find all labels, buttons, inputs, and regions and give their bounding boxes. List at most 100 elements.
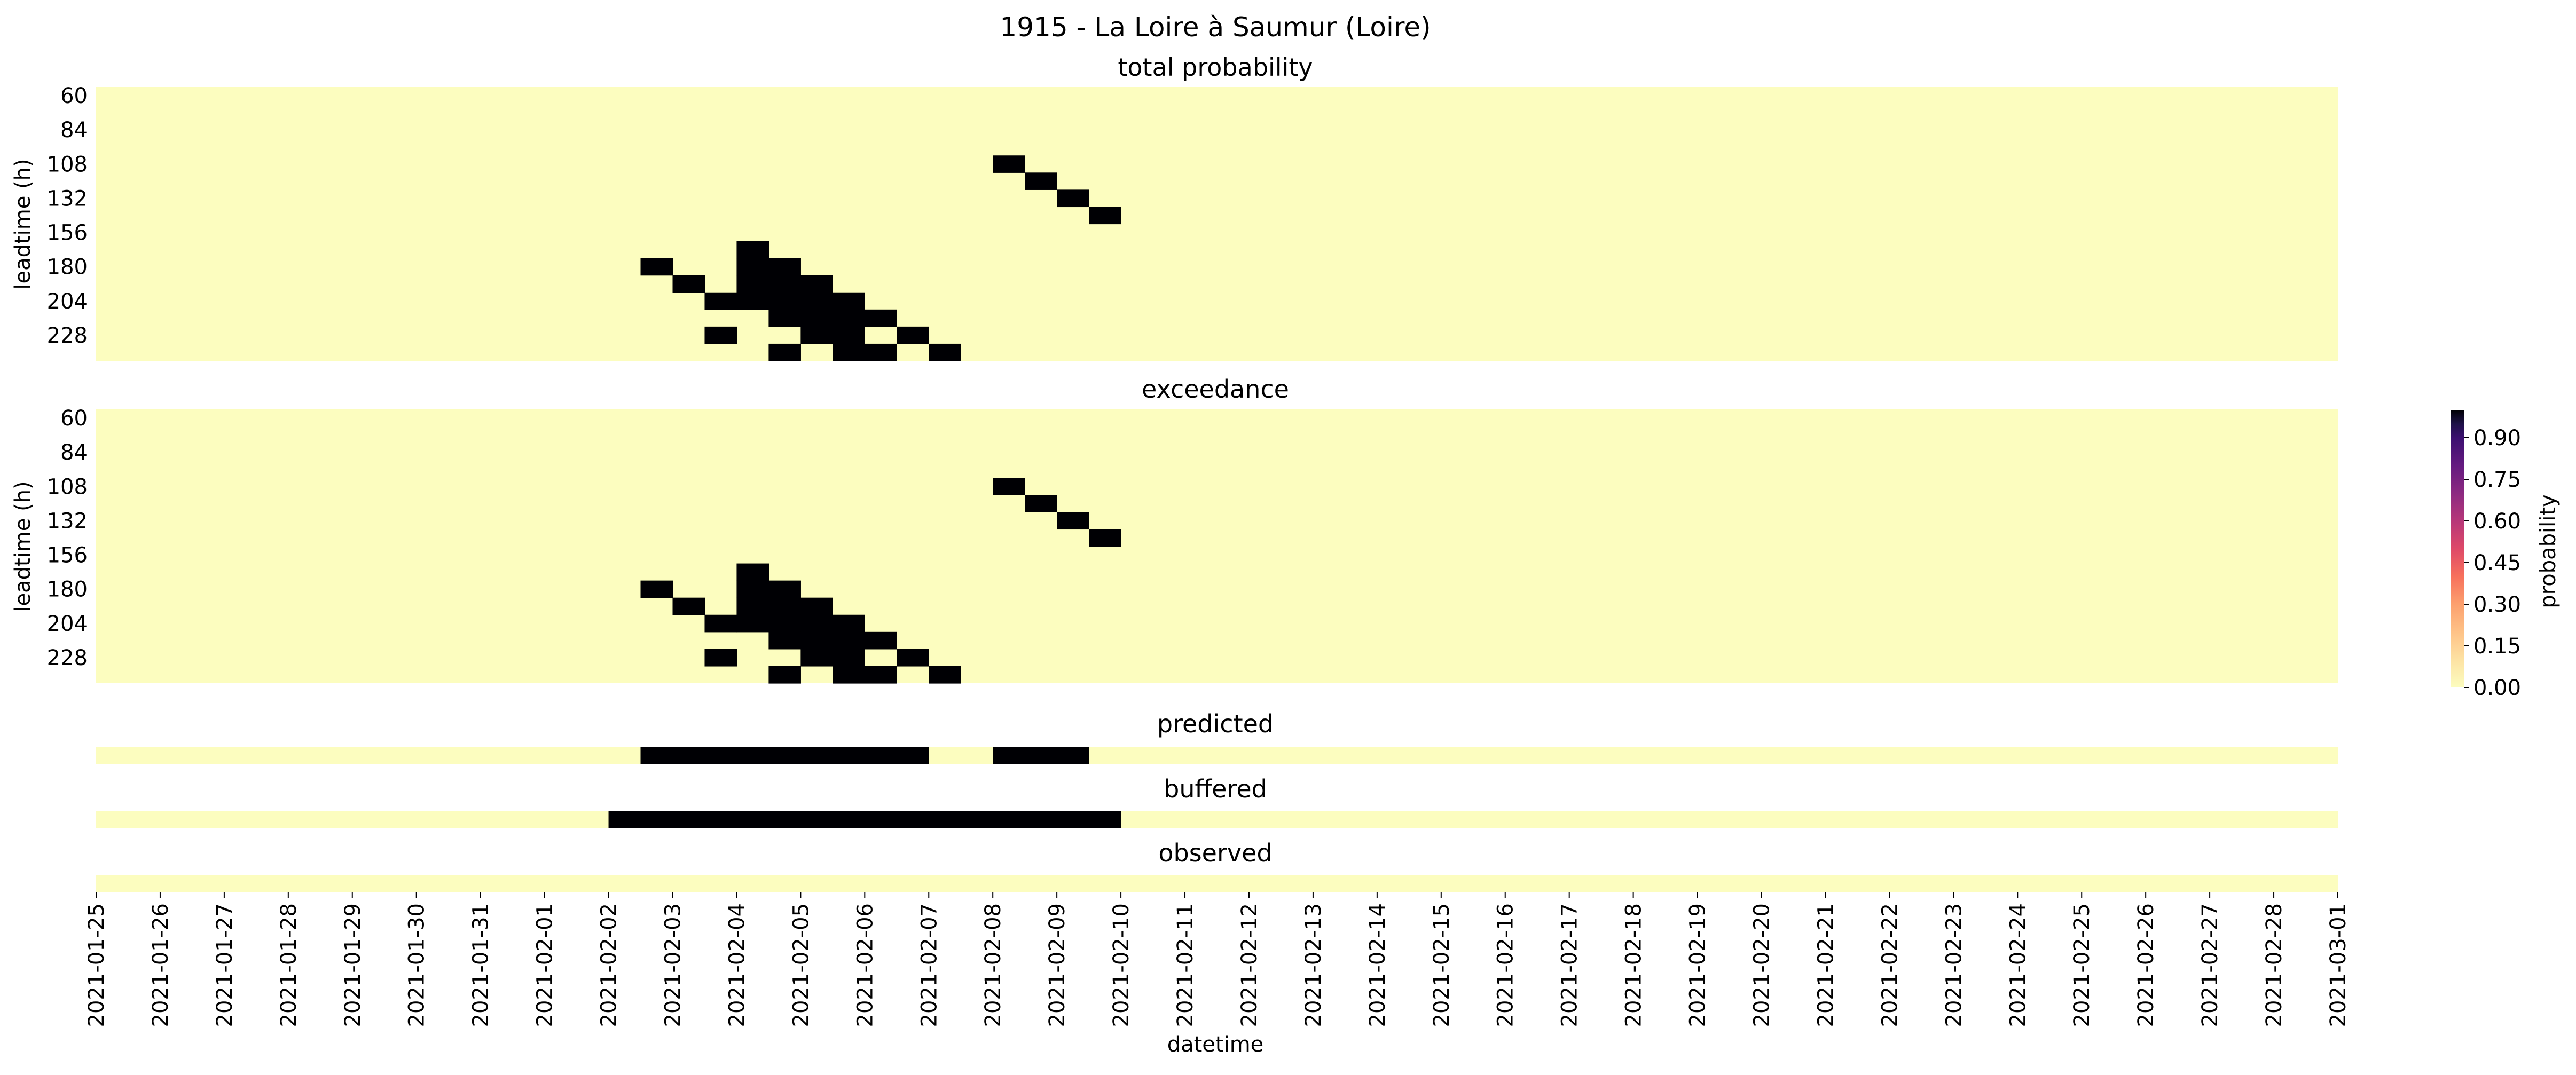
heatmap-cell xyxy=(768,258,801,276)
colorbar-tick-label: 0.15 xyxy=(2473,634,2521,659)
heatmap-cell xyxy=(833,614,865,633)
heatmap-cell xyxy=(833,309,865,327)
x-tick-label: 2021-02-03 xyxy=(661,903,685,1027)
x-tick-label: 2021-03-01 xyxy=(2326,903,2351,1027)
heatmap-cell xyxy=(865,666,897,684)
colorbar-tick-label: 0.45 xyxy=(2473,551,2521,575)
heatmap-cell xyxy=(704,614,737,633)
colorbar-gradient xyxy=(2451,410,2464,687)
heatmap-cell xyxy=(897,649,929,667)
heatmap-cell xyxy=(736,580,769,598)
x-tick-label: 2021-01-30 xyxy=(405,903,429,1027)
heatmap-cell xyxy=(929,343,961,361)
heatmap-cell xyxy=(768,666,801,684)
x-tick-label: 2021-02-27 xyxy=(2198,903,2222,1027)
heatmap-cell xyxy=(1057,189,1089,208)
colorbar-tick-label: 0.75 xyxy=(2473,468,2521,492)
x-tick-label: 2021-02-20 xyxy=(1750,903,1774,1027)
heatmap-cell xyxy=(736,275,769,293)
y-tick-label: 180 xyxy=(47,578,88,602)
y-tick-label: 132 xyxy=(47,509,88,533)
heatmap-cell xyxy=(1057,512,1089,530)
x-tick-label: 2021-02-01 xyxy=(533,903,557,1027)
x-tick-label: 2021-02-24 xyxy=(2006,903,2030,1027)
heatmap-cell xyxy=(672,597,705,615)
heatmap-cell xyxy=(640,580,673,598)
strip-event xyxy=(608,811,1121,828)
y-tick-labels: 60 84 108 132 156 180 204 228 xyxy=(47,84,88,348)
heatmap-background xyxy=(96,87,2338,361)
heatmap-cell xyxy=(736,614,769,633)
heatmap-cell xyxy=(1025,172,1057,190)
heatmap-cells xyxy=(640,155,1121,361)
x-tick-label: 2021-02-02 xyxy=(597,903,622,1027)
y-tick-label: 156 xyxy=(47,543,88,568)
y-tick-label: 228 xyxy=(47,323,88,348)
y-tick-label: 132 xyxy=(47,186,88,211)
heatmap-cell xyxy=(833,666,865,684)
heatmap-cell xyxy=(993,155,1025,173)
y-axis-label: leadtime (h) xyxy=(11,481,35,612)
total-probability-panel: total probability 60 84 108 132 156 180 204 228… xyxy=(11,53,2338,361)
heatmap-cells xyxy=(640,478,1121,684)
heatmap-cell xyxy=(833,292,865,310)
colorbar-tick-label: 0.30 xyxy=(2473,592,2521,617)
strip-title-predicted: predicted xyxy=(1157,709,1274,738)
strip-events xyxy=(608,811,1121,828)
colorbar-label: probability xyxy=(2536,494,2561,608)
y-tick-label: 204 xyxy=(47,612,88,636)
heatmap-cell xyxy=(865,343,897,361)
heatmap-background xyxy=(96,409,2338,683)
x-tick-label: 2021-01-25 xyxy=(84,903,109,1027)
heatmap-cell xyxy=(768,597,801,615)
heatmap-cell xyxy=(897,326,929,344)
heatmap-cell xyxy=(640,258,673,276)
x-tick-labels: 2021-01-25 2021-01-26 2021-01-27 2021-01-28… xyxy=(84,892,2351,1027)
y-tick-labels: 60 84 108 132 156 180 204 228 xyxy=(47,406,88,670)
strip-background xyxy=(96,875,2338,892)
colorbar-tick-label: 0.00 xyxy=(2473,676,2521,700)
heatmap-cell xyxy=(704,292,737,310)
heatmap-cell xyxy=(833,631,865,650)
heatmap-cell xyxy=(768,275,801,293)
strip-title-observed: observed xyxy=(1158,839,1272,867)
heatmap-cell xyxy=(833,326,865,344)
x-tick-label: 2021-02-19 xyxy=(1686,903,1710,1027)
heatmap-cell xyxy=(800,326,833,344)
x-tick-label: 2021-02-05 xyxy=(789,903,813,1027)
x-tick-label: 2021-02-10 xyxy=(1109,903,1134,1027)
heatmap-cell xyxy=(1025,495,1057,512)
heatmap-cell xyxy=(800,649,833,667)
x-tick-label: 2021-02-25 xyxy=(2070,903,2094,1027)
x-tick-label: 2021-02-16 xyxy=(1494,903,1518,1027)
x-tick-label: 2021-02-22 xyxy=(1878,903,1902,1027)
heatmap-cell xyxy=(993,478,1025,495)
chart-title: 1915 - La Loire à Saumur (Loire) xyxy=(1000,12,1431,43)
exceedance-panel: exceedance 60 84 108 132 156 180 204 228 leadti… xyxy=(11,375,2338,684)
heatmap-cell xyxy=(768,580,801,598)
x-tick-label: 2021-02-28 xyxy=(2262,903,2287,1027)
colorbar-tick-label: 0.60 xyxy=(2473,509,2521,534)
x-tick-label: 2021-02-14 xyxy=(1365,903,1390,1027)
heatmap-cell xyxy=(704,326,737,344)
heatmap-cell xyxy=(768,614,801,633)
strip-events xyxy=(640,747,1089,764)
strip-background xyxy=(96,747,2338,764)
heatmap-cell xyxy=(768,309,801,327)
x-tick-label: 2021-02-21 xyxy=(1813,903,1838,1027)
x-tick-label: 2021-02-17 xyxy=(1558,903,1582,1027)
x-tick-label: 2021-01-29 xyxy=(341,903,365,1027)
heatmap-cell xyxy=(833,343,865,361)
y-tick-label: 84 xyxy=(60,440,88,465)
x-tick-label: 2021-02-11 xyxy=(1173,903,1198,1027)
x-tick-label: 2021-02-04 xyxy=(725,903,749,1027)
x-tick-label: 2021-02-06 xyxy=(853,903,877,1027)
predicted-strip: predicted xyxy=(96,709,2338,764)
y-tick-label: 108 xyxy=(47,475,88,499)
x-tick-label: 2021-02-15 xyxy=(1430,903,1454,1027)
x-tick-label: 2021-02-08 xyxy=(981,903,1006,1027)
heatmap-cell xyxy=(865,631,897,650)
heatmap-cell xyxy=(736,241,769,259)
y-tick-label: 180 xyxy=(47,255,88,280)
heatmap-cell xyxy=(1089,529,1121,547)
